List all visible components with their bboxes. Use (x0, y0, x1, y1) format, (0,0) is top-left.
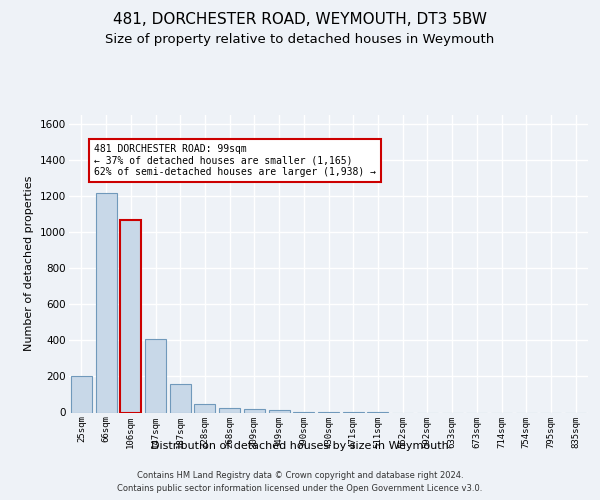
Text: 481, DORCHESTER ROAD, WEYMOUTH, DT3 5BW: 481, DORCHESTER ROAD, WEYMOUTH, DT3 5BW (113, 12, 487, 28)
Text: Contains public sector information licensed under the Open Government Licence v3: Contains public sector information licen… (118, 484, 482, 493)
Text: Size of property relative to detached houses in Weymouth: Size of property relative to detached ho… (106, 32, 494, 46)
Bar (95, 192, 116, 412)
Bar (145, 340, 166, 412)
Bar (120, 220, 141, 412)
Bar (194, 404, 215, 412)
Bar (71, 376, 92, 412)
Bar (269, 410, 290, 412)
Text: Contains HM Land Registry data © Crown copyright and database right 2024.: Contains HM Land Registry data © Crown c… (137, 471, 463, 480)
Y-axis label: Number of detached properties: Number of detached properties (25, 176, 34, 352)
Bar (219, 408, 240, 412)
Text: 481 DORCHESTER ROAD: 99sqm
← 37% of detached houses are smaller (1,165)
62% of s: 481 DORCHESTER ROAD: 99sqm ← 37% of deta… (94, 144, 376, 177)
Bar (244, 409, 265, 412)
Text: Distribution of detached houses by size in Weymouth: Distribution of detached houses by size … (151, 441, 449, 451)
Bar (170, 384, 191, 412)
